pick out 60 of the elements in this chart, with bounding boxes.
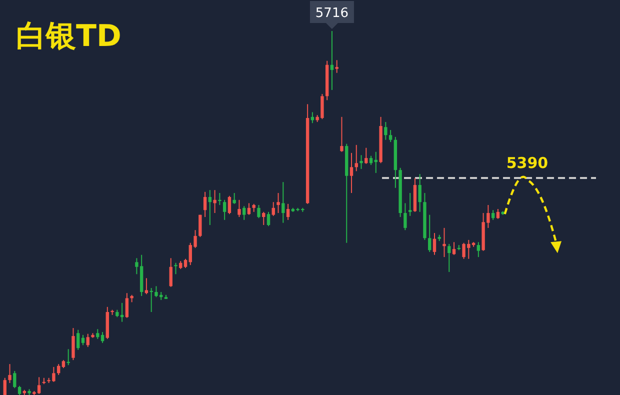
candlestick bbox=[125, 292, 129, 318]
candlestick bbox=[198, 214, 202, 238]
candlestick bbox=[203, 191, 207, 218]
candlestick bbox=[81, 334, 85, 346]
candlestick bbox=[242, 206, 246, 220]
candlestick bbox=[476, 242, 480, 258]
candlestick bbox=[184, 258, 188, 268]
chart-title: 白银TD bbox=[16, 19, 122, 54]
candlestick bbox=[496, 208, 500, 220]
candlestick bbox=[350, 152, 354, 194]
candlestick bbox=[262, 211, 266, 226]
candlestick bbox=[360, 154, 363, 170]
candlestick bbox=[228, 195, 232, 215]
candlestick bbox=[282, 182, 285, 224]
candlestick bbox=[169, 258, 172, 288]
candlestick bbox=[208, 190, 212, 226]
candlestick bbox=[86, 333, 90, 348]
candlestick bbox=[13, 370, 16, 389]
candlestick bbox=[257, 204, 260, 219]
candlestick bbox=[491, 210, 495, 220]
candlestick bbox=[100, 332, 104, 344]
candlestick bbox=[18, 385, 22, 395]
candlestick bbox=[404, 202, 407, 231]
candlestick bbox=[3, 377, 6, 395]
candlestick bbox=[448, 243, 451, 272]
candlestick bbox=[56, 364, 60, 376]
candlestick bbox=[76, 329, 80, 350]
candlestick bbox=[144, 278, 148, 295]
candlestick bbox=[452, 242, 456, 256]
candlestick bbox=[340, 116, 344, 152]
candlestick bbox=[150, 287, 153, 313]
candlestick bbox=[272, 202, 275, 216]
candlestick bbox=[232, 192, 236, 204]
candlestick bbox=[335, 60, 338, 74]
candlestick bbox=[330, 30, 334, 90]
candlestick bbox=[369, 155, 373, 166]
candlestick bbox=[174, 262, 178, 275]
candlestick bbox=[388, 130, 392, 143]
candlestick bbox=[384, 122, 388, 140]
candlestick bbox=[238, 199, 241, 218]
candlestick bbox=[8, 364, 12, 384]
candlestick bbox=[96, 328, 100, 340]
candlestick bbox=[408, 192, 412, 216]
candlestick bbox=[364, 147, 368, 164]
candlestick bbox=[354, 144, 358, 172]
candlestick bbox=[266, 211, 270, 227]
text: 5716 bbox=[315, 6, 349, 21]
candlestick bbox=[432, 232, 436, 256]
candlestick bbox=[66, 348, 70, 366]
candlestick bbox=[213, 190, 216, 214]
candlestick bbox=[442, 227, 446, 258]
candlestick bbox=[222, 199, 226, 220]
candlestick bbox=[428, 214, 432, 252]
text: 5390 bbox=[506, 154, 548, 172]
candlestick bbox=[276, 192, 280, 214]
candlestick bbox=[286, 203, 290, 220]
candlestick bbox=[218, 192, 222, 206]
candlestick bbox=[247, 202, 251, 216]
candlestick bbox=[418, 174, 422, 212]
candlestick bbox=[72, 328, 75, 361]
